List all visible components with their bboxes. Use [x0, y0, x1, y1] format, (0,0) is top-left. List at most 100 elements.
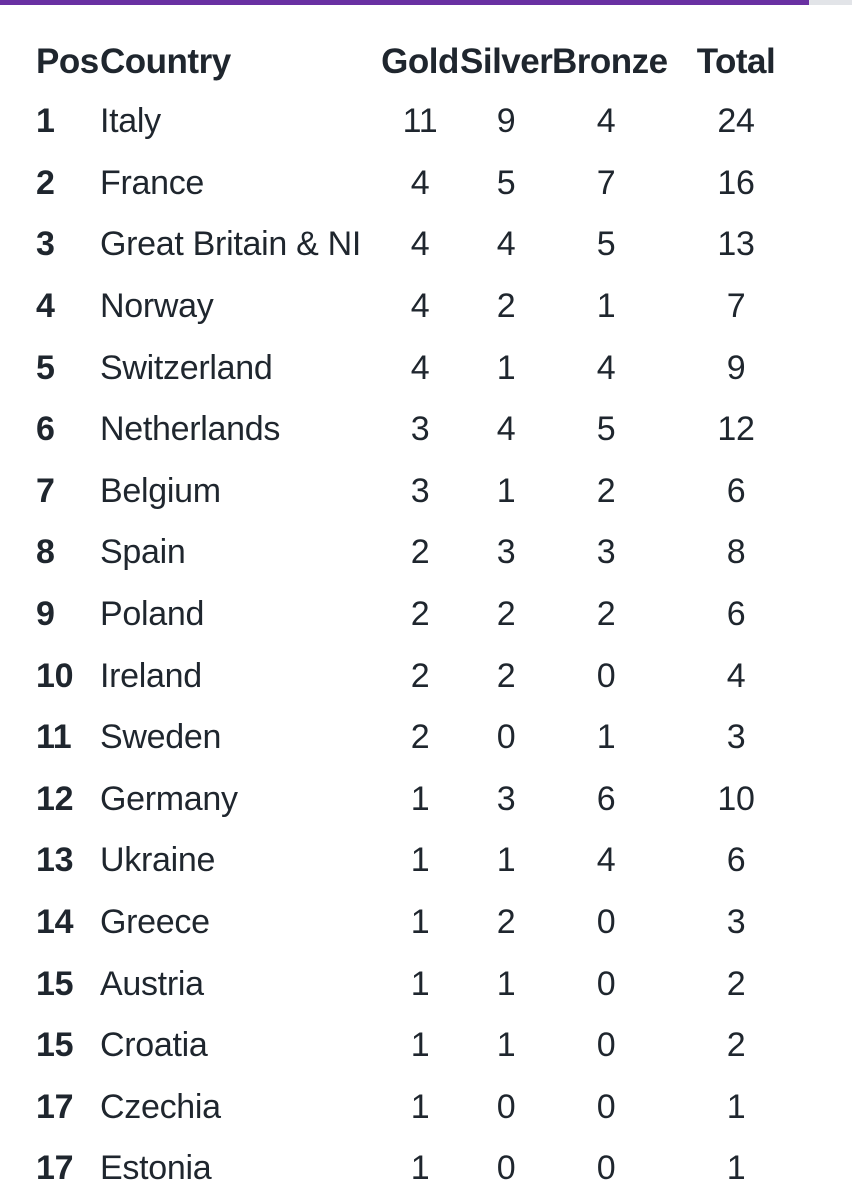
- silver-cell: 1: [496, 471, 516, 510]
- position-cell: 12: [36, 779, 74, 818]
- position-cell: 15: [36, 964, 74, 1003]
- country-cell: Netherlands: [100, 410, 281, 449]
- position-cell: 8: [36, 533, 55, 572]
- header-gold: Gold: [381, 42, 459, 81]
- total-cell: 6: [726, 841, 746, 880]
- silver-cell: 2: [496, 903, 516, 942]
- medal-table-row: 14 Greece 1 2 0 3: [0, 892, 852, 954]
- country-cell: Great Britain & NI: [100, 225, 362, 264]
- silver-cell: 3: [496, 779, 516, 818]
- bronze-cell: 0: [596, 964, 616, 1003]
- silver-cell: 1: [496, 964, 516, 1003]
- bronze-cell: 0: [596, 903, 616, 942]
- medal-table-body: 1 Italy 11 9 4 24 2 France 4 5 7 16 3 Gr…: [0, 91, 852, 1200]
- total-cell: 8: [726, 533, 746, 572]
- gold-cell: 4: [410, 225, 430, 264]
- country-cell: Sweden: [100, 718, 222, 757]
- country-cell: Switzerland: [100, 348, 273, 387]
- bronze-cell: 2: [596, 595, 616, 634]
- medal-table-row: 9 Poland 2 2 2 6: [0, 584, 852, 646]
- gold-cell: 1: [410, 779, 430, 818]
- gold-cell: 3: [410, 471, 430, 510]
- total-cell: 3: [726, 718, 746, 757]
- position-cell: 11: [36, 718, 72, 757]
- top-progress-bar-fill: [0, 0, 810, 5]
- bronze-cell: 5: [596, 410, 616, 449]
- country-cell: Croatia: [100, 1026, 208, 1065]
- medal-table-header-row: Pos Country Gold Silver Bronze Total: [0, 5, 852, 91]
- gold-cell: 3: [410, 410, 430, 449]
- gold-cell: 1: [410, 903, 430, 942]
- country-cell: Estonia: [100, 1149, 212, 1188]
- header-country: Country: [100, 42, 231, 81]
- silver-cell: 1: [496, 1026, 516, 1065]
- bronze-cell: 1: [596, 287, 616, 326]
- bronze-cell: 4: [596, 348, 616, 387]
- position-cell: 17: [36, 1087, 74, 1126]
- position-cell: 2: [36, 163, 55, 202]
- country-cell: Germany: [100, 779, 238, 818]
- position-cell: 3: [36, 225, 55, 264]
- gold-cell: 2: [410, 656, 430, 695]
- bronze-cell: 0: [596, 1149, 616, 1188]
- silver-cell: 2: [496, 287, 516, 326]
- total-cell: 12: [717, 410, 755, 449]
- country-cell: Italy: [100, 102, 161, 141]
- total-cell: 6: [726, 595, 746, 634]
- gold-cell: 11: [402, 102, 438, 141]
- total-cell: 24: [717, 102, 755, 141]
- country-cell: Greece: [100, 903, 210, 942]
- position-cell: 13: [36, 841, 74, 880]
- total-cell: 16: [717, 163, 755, 202]
- bronze-cell: 4: [596, 841, 616, 880]
- medal-table-row: 10 Ireland 2 2 0 4: [0, 645, 852, 707]
- medal-table-row: 5 Switzerland 4 1 4 9: [0, 337, 852, 399]
- medal-table-row: 2 France 4 5 7 16: [0, 153, 852, 215]
- country-cell: France: [100, 163, 205, 202]
- medal-table-row: 15 Croatia 1 1 0 2: [0, 1015, 852, 1077]
- silver-cell: 0: [496, 1087, 516, 1126]
- total-cell: 6: [726, 471, 746, 510]
- medal-table-row: 3 Great Britain & NI 4 4 5 13: [0, 214, 852, 276]
- total-cell: 3: [726, 903, 746, 942]
- total-cell: 2: [726, 964, 746, 1003]
- position-cell: 7: [36, 471, 55, 510]
- silver-cell: 5: [496, 163, 516, 202]
- silver-cell: 4: [496, 410, 516, 449]
- bronze-cell: 0: [596, 1087, 616, 1126]
- medal-table-row: 8 Spain 2 3 3 8: [0, 522, 852, 584]
- position-cell: 4: [36, 287, 55, 326]
- total-cell: 2: [726, 1026, 746, 1065]
- gold-cell: 1: [410, 841, 430, 880]
- country-cell: Poland: [100, 595, 205, 634]
- silver-cell: 2: [496, 595, 516, 634]
- gold-cell: 1: [410, 1026, 430, 1065]
- gold-cell: 4: [410, 163, 430, 202]
- total-cell: 9: [726, 348, 746, 387]
- gold-cell: 2: [410, 718, 430, 757]
- top-progress-bar-track: [0, 0, 852, 5]
- silver-cell: 3: [496, 533, 516, 572]
- bronze-cell: 1: [596, 718, 616, 757]
- position-cell: 5: [36, 348, 55, 387]
- medal-table-row: 1 Italy 11 9 4 24: [0, 91, 852, 153]
- silver-cell: 0: [496, 1149, 516, 1188]
- total-cell: 4: [726, 656, 746, 695]
- country-cell: Ukraine: [100, 841, 216, 880]
- total-cell: 10: [717, 779, 755, 818]
- country-cell: Norway: [100, 287, 214, 326]
- total-cell: 7: [726, 287, 746, 326]
- header-bronze: Bronze: [552, 42, 668, 81]
- gold-cell: 1: [410, 1087, 430, 1126]
- silver-cell: 4: [496, 225, 516, 264]
- gold-cell: 2: [410, 595, 430, 634]
- header-silver: Silver: [460, 42, 553, 81]
- position-cell: 10: [36, 656, 74, 695]
- gold-cell: 1: [410, 1149, 430, 1188]
- bronze-cell: 6: [596, 779, 616, 818]
- medal-table-row: 4 Norway 4 2 1 7: [0, 276, 852, 338]
- medal-table-row: 7 Belgium 3 1 2 6: [0, 461, 852, 523]
- position-cell: 14: [36, 903, 74, 942]
- bronze-cell: 4: [596, 102, 616, 141]
- gold-cell: 4: [410, 287, 430, 326]
